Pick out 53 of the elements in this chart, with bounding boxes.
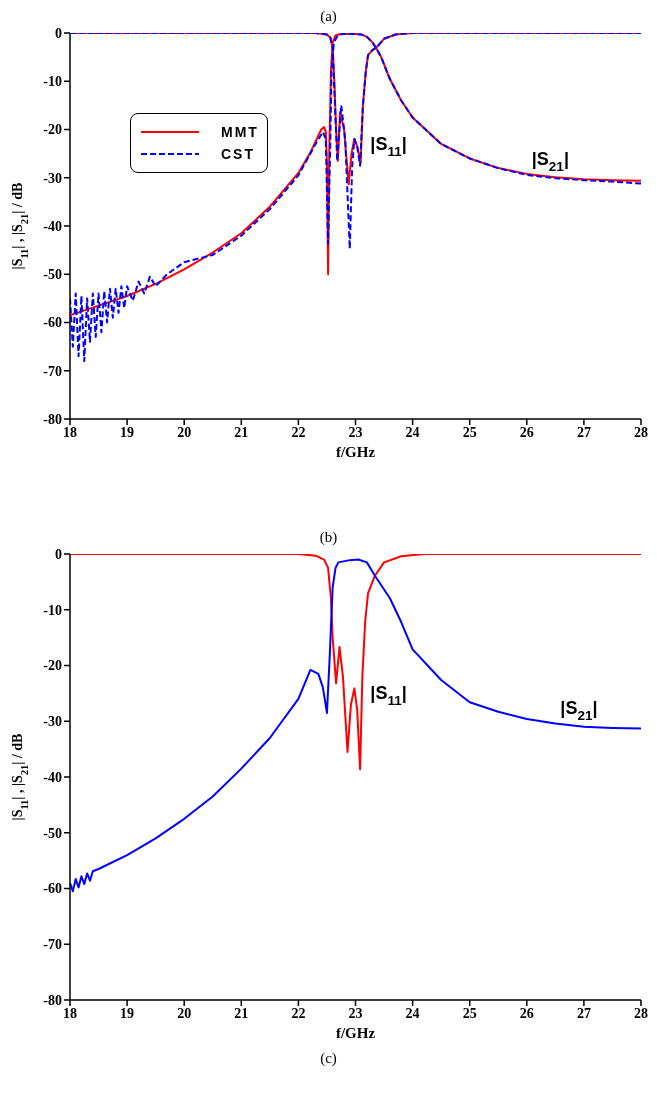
x-tick-label: 20 <box>177 424 192 440</box>
y-tick-label: -20 <box>43 658 62 674</box>
y-tick-label: -60 <box>43 881 62 897</box>
x-tick-label: 23 <box>348 1005 363 1021</box>
x-tick-label: 28 <box>634 424 648 440</box>
x-tick-label: 21 <box>234 1005 249 1021</box>
x-tick-label: 27 <box>576 1005 591 1021</box>
y-tick-label: -70 <box>43 937 62 953</box>
y-tick-label: -60 <box>43 315 62 331</box>
line-series <box>70 554 641 771</box>
y-tick-label: -30 <box>43 170 62 186</box>
annotation: |S$_{21}$| <box>560 698 598 724</box>
y-tick-label: -10 <box>43 74 62 90</box>
x-tick-label: 28 <box>634 1005 648 1021</box>
x-axis-title: f/GHz <box>335 1025 376 1041</box>
y-tick-label: -10 <box>43 602 62 618</box>
chart-title: (a) <box>319 8 338 25</box>
x-tick-label: 24 <box>405 424 420 440</box>
y-tick-label: -50 <box>43 267 62 283</box>
text: (c) <box>319 1050 338 1067</box>
x-tick-label: 22 <box>291 424 306 440</box>
x-tick-label: 22 <box>291 1005 306 1021</box>
y-tick-label: 0 <box>55 546 62 562</box>
x-tick-label: 26 <box>519 424 534 440</box>
annotation: |S$_{11}$| <box>370 683 407 709</box>
y-tick-label: -80 <box>43 411 62 427</box>
y-tick-label: 0 <box>55 25 62 41</box>
y-tick-label: -40 <box>43 769 62 785</box>
x-tick-label: 25 <box>462 1005 477 1021</box>
x-tick-label: 24 <box>405 1005 420 1021</box>
x-tick-label: 19 <box>120 1005 135 1021</box>
x-tick-label: 26 <box>519 1005 534 1021</box>
y-tick-label: -50 <box>43 825 62 841</box>
x-tick-label: 18 <box>63 424 77 440</box>
legend-label: MMT <box>221 124 259 140</box>
x-tick-label: 18 <box>63 1005 77 1021</box>
x-tick-label: 25 <box>462 424 477 440</box>
annotation: |S$_{11}$| <box>370 133 407 159</box>
x-tick-label: 21 <box>234 424 249 440</box>
x-tick-label: 20 <box>177 1005 192 1021</box>
legend-label: CST <box>221 146 255 162</box>
y-tick-label: -70 <box>43 363 62 379</box>
text: (b) <box>318 529 339 546</box>
y-tick-label: -20 <box>43 122 62 138</box>
line-series <box>70 558 641 893</box>
y-tick-label: -80 <box>43 992 62 1008</box>
x-tick-label: 27 <box>576 424 591 440</box>
y-tick-label: -30 <box>43 714 62 730</box>
x-tick-label: 19 <box>120 424 135 440</box>
annotation: |S$_{21}$| <box>531 148 569 174</box>
x-axis-title: f/GHz <box>335 444 376 460</box>
x-tick-label: 23 <box>348 424 363 440</box>
y-tick-label: -40 <box>43 218 62 234</box>
